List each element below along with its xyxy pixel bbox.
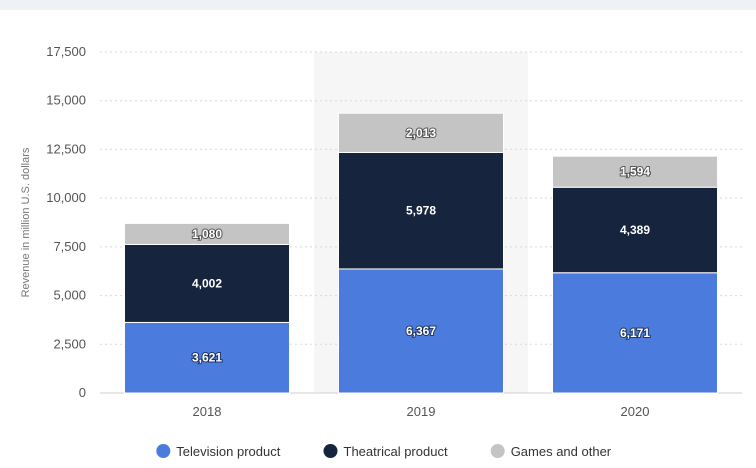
legend-label[interactable]: Television product xyxy=(176,444,280,459)
x-tick-label: 2020 xyxy=(621,404,650,419)
y-tick-label: 0 xyxy=(79,385,86,400)
legend-label[interactable]: Theatrical product xyxy=(344,444,448,459)
y-tick-label: 17,500 xyxy=(46,44,86,59)
data-label: 3,621 xyxy=(192,351,222,365)
bar-television-product-2019[interactable] xyxy=(338,268,504,394)
bar-television-product-2020[interactable] xyxy=(552,272,718,394)
bar-theatrical-product-2018[interactable] xyxy=(124,243,290,323)
legend-marker-theatrical-product[interactable] xyxy=(323,444,338,458)
y-tick-label: 10,000 xyxy=(46,190,86,205)
y-tick-label: 2,500 xyxy=(53,336,86,351)
x-tick-label: 2019 xyxy=(407,404,436,419)
legend-marker-games-and-other[interactable] xyxy=(490,444,505,458)
y-axis-title: Revenue in million U.S. dollars xyxy=(20,147,32,297)
data-label: 1,080 xyxy=(192,227,222,241)
y-tick-label: 15,000 xyxy=(46,93,86,108)
data-label: 6,171 xyxy=(620,326,650,340)
x-tick-label: 2018 xyxy=(193,404,222,419)
y-tick-label: 5,000 xyxy=(53,288,86,303)
bar-television-product-2018[interactable] xyxy=(124,321,290,394)
bar-games-and-other-2020[interactable] xyxy=(552,155,718,188)
bar-games-and-other-2019[interactable] xyxy=(338,112,504,153)
data-label: 4,002 xyxy=(192,276,222,290)
bar-games-and-other-2018[interactable] xyxy=(124,222,290,245)
legend-label[interactable]: Games and other xyxy=(511,444,612,459)
top-bar xyxy=(0,0,756,10)
y-tick-label: 7,500 xyxy=(53,239,86,254)
bar-theatrical-product-2019[interactable] xyxy=(338,151,504,270)
y-tick-label: 12,500 xyxy=(46,141,86,156)
data-label: 6,367 xyxy=(406,324,436,338)
bar-theatrical-product-2020[interactable] xyxy=(552,186,718,274)
data-label: 2,013 xyxy=(406,126,436,140)
data-label: 1,594 xyxy=(620,165,650,179)
legend-marker-television-product[interactable] xyxy=(156,444,171,458)
data-label: 4,389 xyxy=(620,223,650,237)
data-label: 5,978 xyxy=(406,204,436,218)
